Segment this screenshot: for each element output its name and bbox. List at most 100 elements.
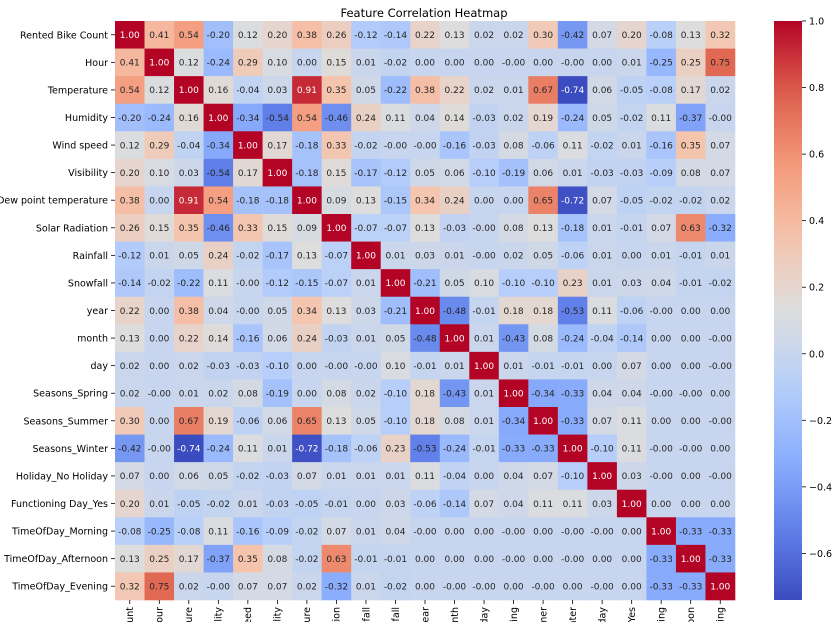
heatmap-cell bbox=[469, 48, 500, 77]
heatmap-cell bbox=[557, 572, 588, 601]
cell-value-label: 0.30 bbox=[533, 31, 553, 41]
heatmap-cell bbox=[439, 131, 470, 160]
heatmap-cell bbox=[321, 544, 352, 573]
heatmap-cell bbox=[675, 489, 706, 518]
row-label: Solar Radiation bbox=[36, 223, 108, 234]
heatmap-cell bbox=[557, 76, 588, 105]
heatmap-cell bbox=[675, 21, 706, 49]
cell-value-label: -0.00 bbox=[472, 252, 496, 262]
cell-value-label: -0.00 bbox=[679, 445, 703, 455]
cell-value-label: -0.22 bbox=[384, 86, 407, 96]
heatmap-cell bbox=[410, 296, 441, 325]
heatmap-cell bbox=[203, 131, 234, 160]
heatmap-cell bbox=[292, 48, 322, 77]
heatmap-cell bbox=[705, 296, 736, 325]
cell-value-label: 0.08 bbox=[681, 169, 701, 179]
cell-value-label: 0.30 bbox=[120, 417, 140, 427]
heatmap-cell bbox=[292, 186, 322, 215]
cell-value-label: -0.04 bbox=[443, 472, 467, 482]
cell-value-label: -0.72 bbox=[295, 445, 318, 455]
heatmap-cell bbox=[174, 48, 204, 77]
heatmap-cell bbox=[174, 462, 204, 491]
colorbar-tick-label: 1.0 bbox=[809, 17, 824, 28]
cell-value-label: 0.00 bbox=[445, 555, 465, 565]
heatmap-cell bbox=[351, 158, 382, 187]
cell-value-label: 0.38 bbox=[415, 86, 435, 96]
heatmap-cell bbox=[262, 48, 293, 77]
row-label: Visibility bbox=[68, 168, 108, 179]
cell-value-label: 0.00 bbox=[297, 390, 317, 400]
cell-value-label: 0.01 bbox=[356, 279, 376, 289]
cell-value-label: 0.00 bbox=[651, 500, 671, 510]
heatmap-cell bbox=[203, 462, 234, 491]
heatmap-cell bbox=[321, 158, 352, 187]
heatmap-cell bbox=[705, 572, 736, 601]
cell-value-label: -0.03 bbox=[472, 141, 495, 151]
cell-value-label: 0.02 bbox=[474, 86, 494, 96]
heatmap-cell bbox=[439, 103, 470, 132]
cell-value-label: 0.00 bbox=[297, 362, 317, 372]
cell-value-label: 1.00 bbox=[356, 252, 376, 262]
cell-value-label: 0.06 bbox=[267, 417, 287, 427]
column-label: ure bbox=[302, 607, 313, 622]
heatmap-cell bbox=[439, 351, 470, 380]
heatmap-cell bbox=[203, 269, 234, 298]
heatmap-cell bbox=[587, 351, 618, 380]
cell-value-label: -0.21 bbox=[384, 307, 407, 317]
heatmap-cell bbox=[351, 241, 382, 270]
heatmap-cell bbox=[675, 214, 706, 242]
heatmap-cell bbox=[321, 76, 352, 105]
cell-value-label: -0.00 bbox=[650, 472, 674, 482]
cell-value-label: -0.37 bbox=[679, 114, 702, 124]
heatmap-cell bbox=[233, 269, 263, 298]
heatmap-cell bbox=[321, 21, 352, 49]
cell-value-label: -0.05 bbox=[295, 500, 318, 510]
cell-value-label: -0.42 bbox=[561, 31, 584, 41]
heatmap-cell bbox=[262, 241, 293, 270]
cell-value-label: 0.00 bbox=[474, 527, 494, 537]
cell-value-label: 0.13 bbox=[533, 224, 553, 234]
cell-value-label: -0.00 bbox=[148, 390, 172, 400]
heatmap-cell bbox=[380, 351, 411, 380]
cell-value-label: -0.25 bbox=[148, 527, 171, 537]
heatmap-cell bbox=[557, 131, 588, 160]
row-label: TimeOfDay_Afternoon bbox=[3, 554, 108, 565]
cell-value-label: 0.16 bbox=[179, 114, 199, 124]
heatmap-cell bbox=[498, 544, 529, 573]
cell-value-label: -0.33 bbox=[561, 417, 584, 427]
cell-value-label: 0.13 bbox=[326, 307, 346, 317]
heatmap-cell bbox=[439, 324, 470, 353]
heatmap-cell bbox=[616, 269, 647, 298]
heatmap-cell bbox=[675, 324, 706, 353]
heatmap-cell bbox=[233, 186, 263, 215]
cell-value-label: -0.07 bbox=[325, 252, 348, 262]
heatmap-cell bbox=[616, 544, 647, 573]
cell-value-label: -0.00 bbox=[561, 555, 585, 565]
cell-value-label: 0.00 bbox=[415, 583, 435, 593]
heatmap-cell bbox=[115, 269, 145, 298]
cell-value-label: -0.08 bbox=[650, 86, 674, 96]
cell-value-label: -0.03 bbox=[266, 472, 289, 482]
heatmap-cell bbox=[439, 21, 470, 49]
heatmap-cell bbox=[616, 214, 647, 242]
heatmap-cell bbox=[380, 462, 411, 491]
heatmap-cell bbox=[115, 462, 145, 491]
cell-value-label: -0.10 bbox=[561, 472, 585, 482]
cell-value-label: 0.22 bbox=[179, 334, 199, 344]
heatmap-cell bbox=[410, 241, 441, 270]
heatmap-cell bbox=[646, 351, 677, 380]
heatmap-cell bbox=[675, 544, 706, 573]
heatmap-cell bbox=[292, 158, 322, 187]
heatmap-cell bbox=[469, 407, 500, 435]
heatmap-cell bbox=[587, 241, 618, 270]
cell-value-label: 0.04 bbox=[622, 390, 642, 400]
heatmap-cell bbox=[498, 269, 529, 298]
heatmap-cell bbox=[380, 48, 411, 77]
cell-value-label: -0.34 bbox=[207, 141, 231, 151]
cell-value-label: 0.34 bbox=[415, 197, 435, 207]
heatmap-cell bbox=[174, 296, 204, 325]
cell-value-label: 1.00 bbox=[149, 59, 169, 69]
cell-value-label: 0.01 bbox=[504, 86, 524, 96]
heatmap-cell bbox=[380, 324, 411, 353]
cell-value-label: 0.12 bbox=[149, 86, 169, 96]
